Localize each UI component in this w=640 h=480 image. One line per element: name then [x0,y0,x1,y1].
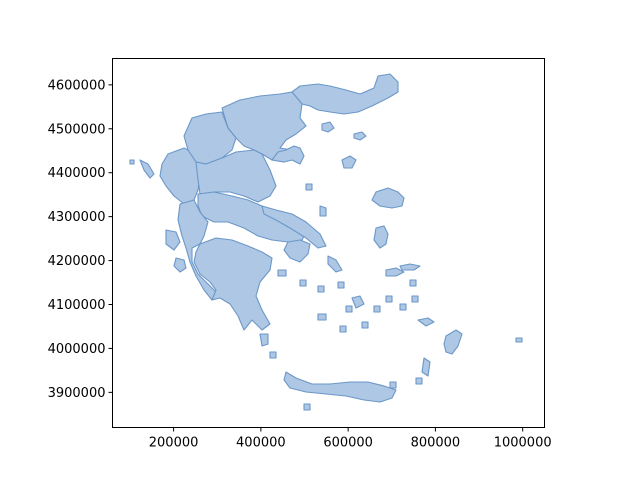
axes-frame [112,58,545,428]
y-tick-label: 4000000 [48,342,106,357]
x-tick-label: 600000 [323,436,373,451]
greece-regions-map [129,73,523,411]
y-tick-label: 3900000 [48,386,106,401]
island-zakynthos [173,257,187,273]
island-skyros [319,205,327,217]
region-thrace [291,73,399,115]
island-naxos [351,295,365,309]
region-peloponnese [193,237,273,331]
island-small-cyclades [129,159,523,411]
y-tick-label: 4500000 [48,122,106,137]
island-kos [417,317,435,327]
y-tick-label: 4100000 [48,298,106,313]
island-lesbos [371,187,405,209]
region-western-greece [177,199,217,301]
island-andros [327,255,343,273]
island-chios [373,225,389,249]
y-tick-label: 4600000 [48,78,106,93]
island-crete [283,371,397,403]
y-tick-label: 4400000 [48,166,106,181]
x-tick-label: 1000000 [494,436,552,451]
island-ikaria [399,263,421,271]
y-tick-label: 4200000 [48,254,106,269]
island-samos [385,267,405,277]
region-western-macedonia [183,111,237,165]
island-chalkidiki-peninsula [271,145,305,165]
island-kythira [259,333,269,347]
island-rhodes [443,329,463,355]
island-karpathos [421,357,431,377]
region-evia [261,205,327,249]
island-kefalonia [165,229,181,251]
island-lemnos [341,155,357,169]
island-thasos [321,121,335,133]
x-tick-label: 200000 [149,436,199,451]
region-attica [283,239,311,263]
y-axis: 3900000 4000000 4100000 4200000 4300000 44000… [48,78,113,401]
island-samothrace [353,131,367,141]
x-tick-label: 400000 [236,436,286,451]
region-central-macedonia [221,91,307,163]
y-tick-label: 4300000 [48,210,106,225]
x-axis: 200000 400000 600000 800000 1000000 [149,427,552,451]
x-tick-label: 800000 [411,436,461,451]
island-corfu [139,159,155,179]
